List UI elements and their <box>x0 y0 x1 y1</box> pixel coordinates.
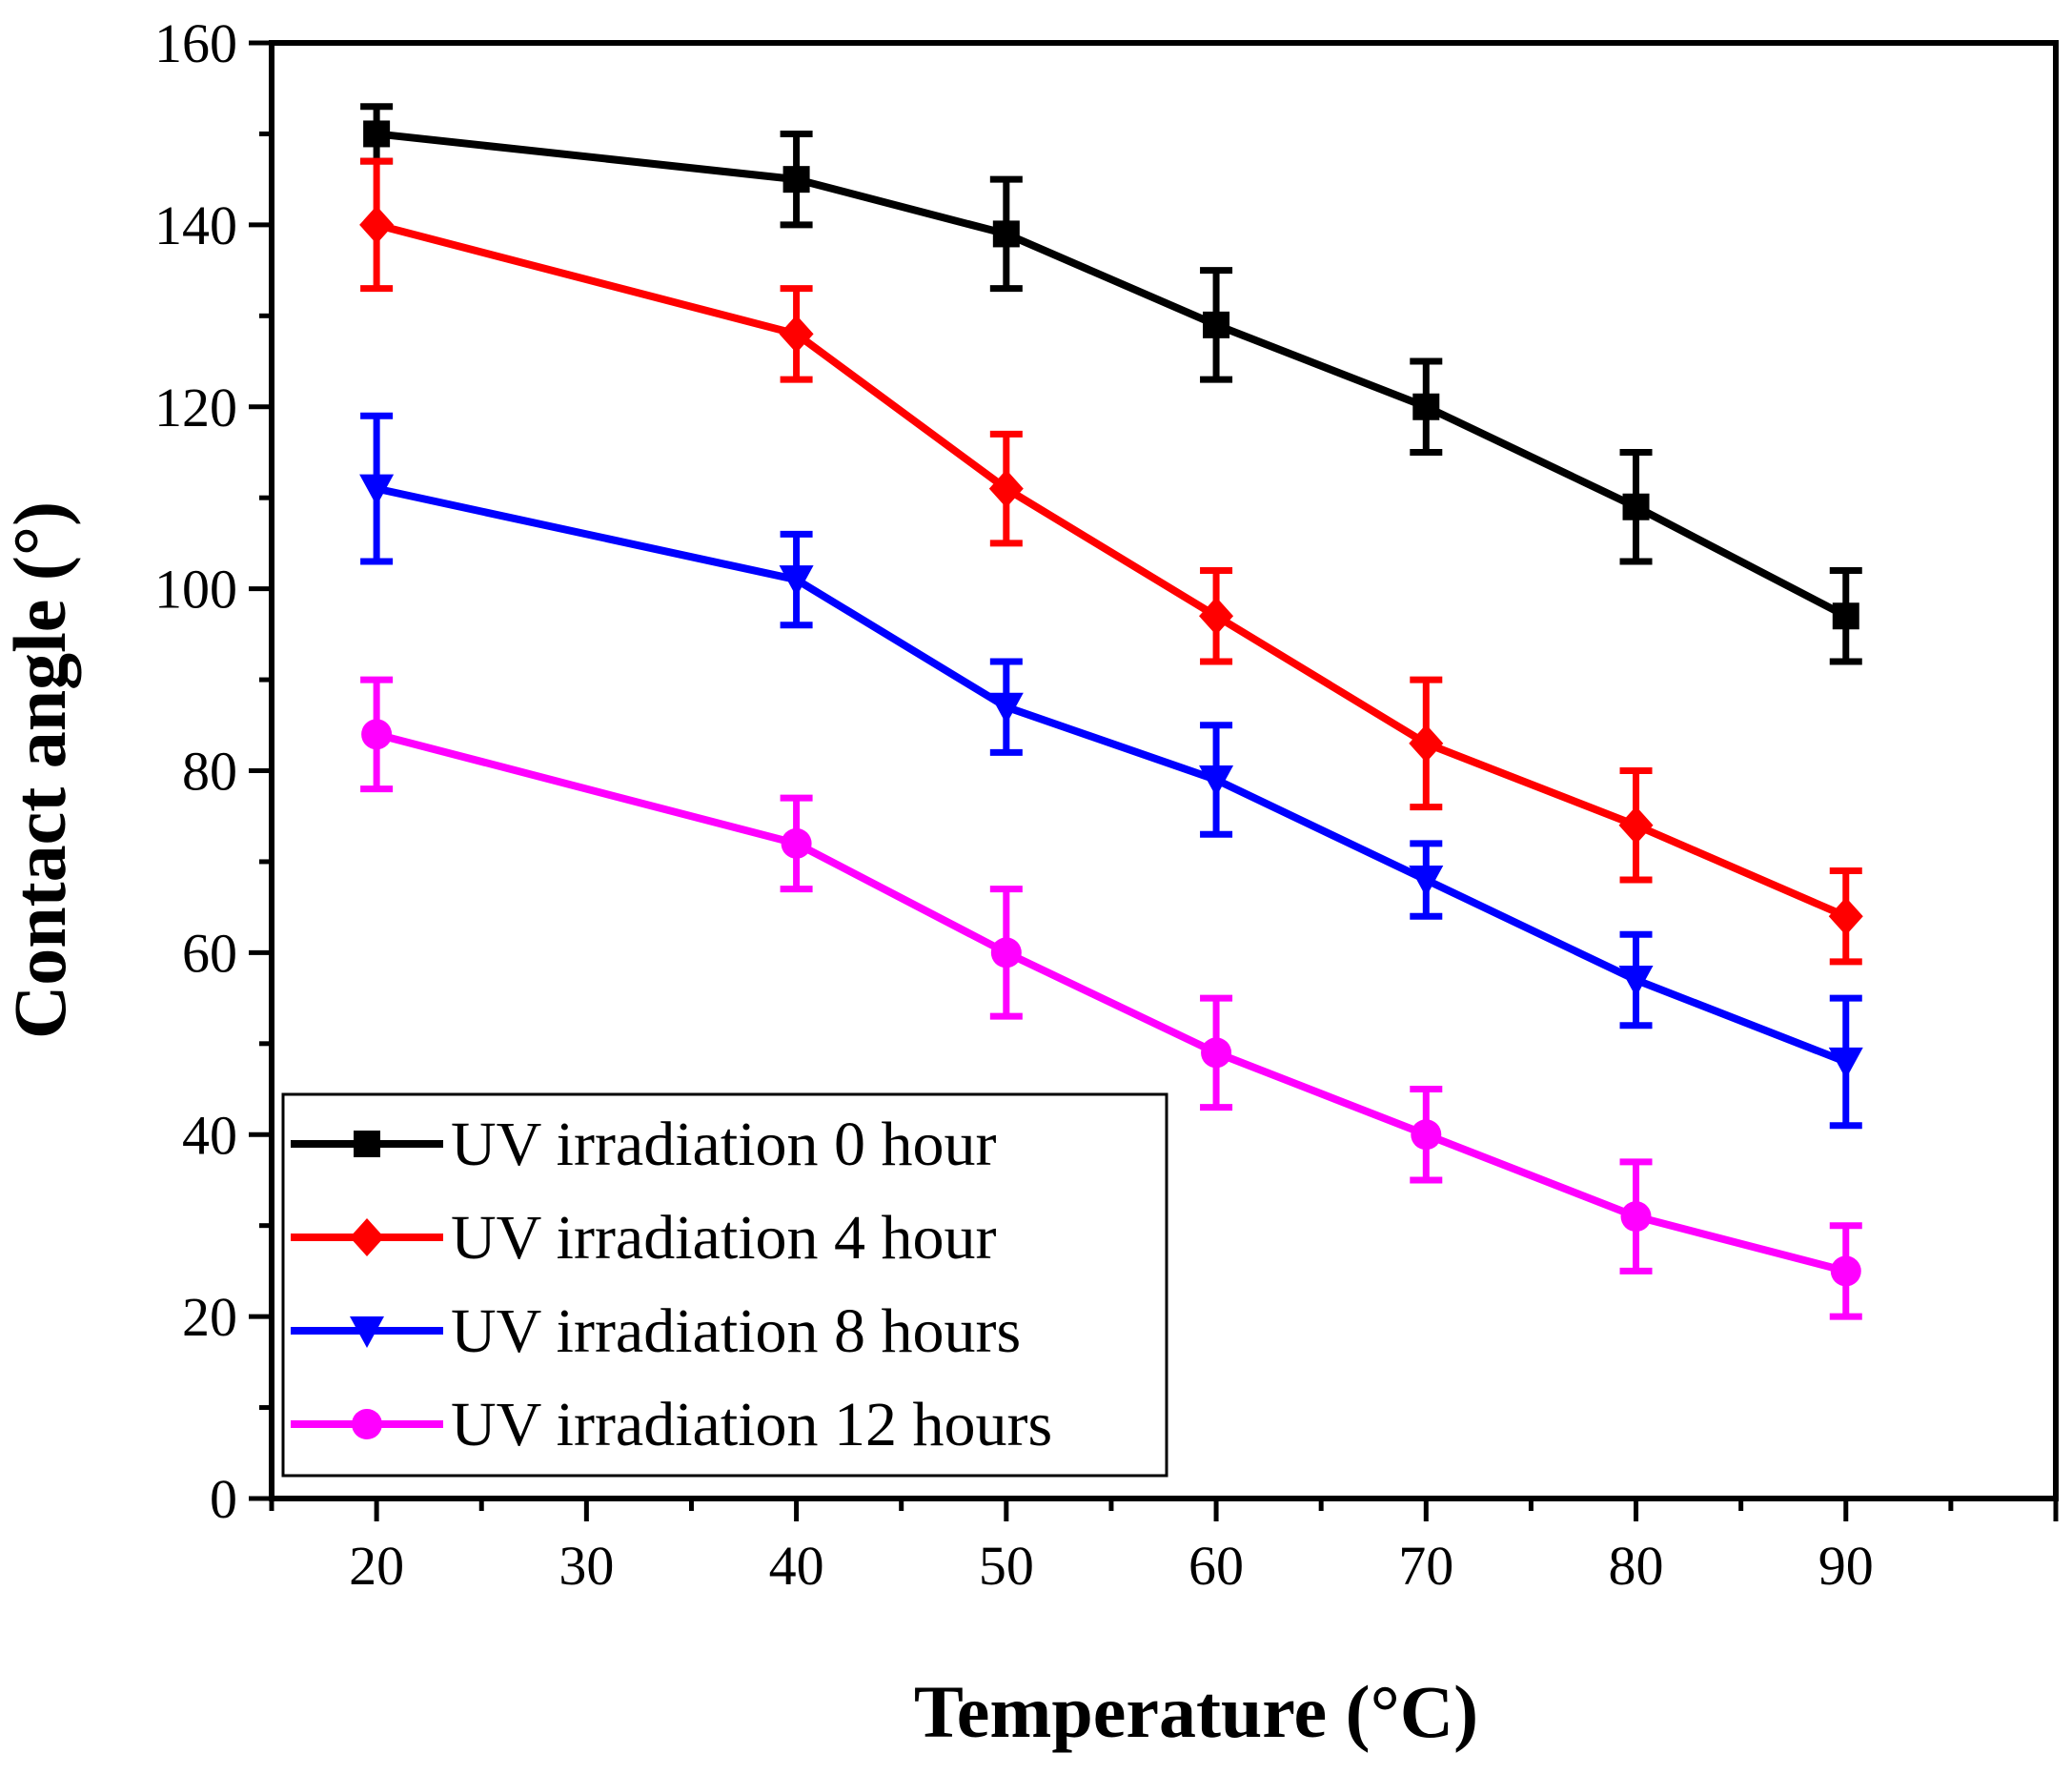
series-line <box>376 130 1848 620</box>
data-point <box>359 205 395 244</box>
data-point <box>781 827 812 859</box>
data-point <box>992 220 1020 248</box>
legend-label: UV irradiation 0 hour <box>451 1110 997 1179</box>
data-point <box>1832 602 1859 630</box>
y-tick-label: 40 <box>182 1104 237 1166</box>
legend-label: UV irradiation 4 hour <box>451 1203 997 1273</box>
data-point <box>1830 1255 1861 1287</box>
legend-item: UV irradiation 12 hours <box>291 1390 1052 1459</box>
x-tick-label: 90 <box>1818 1535 1874 1597</box>
data-point <box>988 469 1024 508</box>
legend-item: UV irradiation 8 hours <box>291 1296 1021 1366</box>
data-point <box>1412 393 1440 420</box>
data-point <box>1618 966 1654 998</box>
legend-item: UV irradiation 4 hour <box>291 1203 997 1273</box>
legend-label: UV irradiation 12 hours <box>451 1390 1052 1459</box>
legend-label: UV irradiation 8 hours <box>451 1296 1021 1366</box>
y-tick-label: 120 <box>154 377 237 438</box>
y-tick-label: 140 <box>154 194 237 256</box>
legend-item: UV irradiation 0 hour <box>291 1110 997 1179</box>
series-3 <box>359 412 1863 1130</box>
data-point <box>988 692 1024 724</box>
data-point <box>1828 1047 1863 1079</box>
data-point <box>1411 1119 1442 1151</box>
axis-ticks <box>249 40 2059 1521</box>
data-point <box>1203 311 1230 338</box>
data-point <box>1201 1037 1232 1069</box>
series-line <box>376 221 1848 920</box>
x-tick-label: 20 <box>349 1535 404 1597</box>
legend-marker <box>350 1218 384 1256</box>
series-2 <box>359 157 1863 966</box>
series-1 <box>360 103 1862 665</box>
x-axis-title: Temperature (°C) <box>914 1670 1478 1753</box>
y-tick-label: 100 <box>154 559 237 621</box>
legend-marker <box>352 1409 382 1439</box>
x-tick-label: 30 <box>559 1535 614 1597</box>
data-point <box>1828 897 1863 936</box>
data-point <box>1622 493 1650 520</box>
data-point <box>359 474 395 506</box>
legend: UV irradiation 0 hour UV irradiation 4 ho… <box>281 1092 1168 1478</box>
y-tick-label: 0 <box>210 1468 237 1530</box>
y-axis-title: Contact angle (°) <box>0 501 81 1039</box>
data-point <box>1199 765 1234 798</box>
legend-marker <box>354 1131 380 1157</box>
legend-box <box>281 1092 1168 1478</box>
data-point <box>1409 866 1444 898</box>
x-tick-label: 80 <box>1609 1535 1664 1597</box>
data-point <box>779 315 814 354</box>
y-tick-label: 60 <box>182 922 237 984</box>
series-group <box>359 103 1863 1320</box>
y-tick-label: 20 <box>182 1286 237 1348</box>
series-4 <box>360 676 1862 1320</box>
data-point <box>361 719 393 750</box>
data-point <box>363 120 391 148</box>
x-tick-label: 70 <box>1398 1535 1453 1597</box>
plot-frame <box>269 40 2059 1501</box>
x-tick-label: 40 <box>769 1535 824 1597</box>
x-tick-label: 60 <box>1188 1535 1244 1597</box>
data-point <box>990 937 1022 969</box>
data-point <box>779 565 814 598</box>
data-point <box>782 166 810 194</box>
x-tick-label: 50 <box>979 1535 1034 1597</box>
y-tick-label: 160 <box>154 12 237 74</box>
data-point <box>1618 805 1654 845</box>
legend-marker <box>350 1316 384 1348</box>
data-point <box>1620 1201 1652 1233</box>
data-point <box>1409 724 1444 763</box>
data-point <box>1199 597 1234 636</box>
y-tick-label: 80 <box>182 741 237 803</box>
axis-labels: Temperature (°C) Contact angle (°) 20 30 4… <box>0 12 1874 1753</box>
